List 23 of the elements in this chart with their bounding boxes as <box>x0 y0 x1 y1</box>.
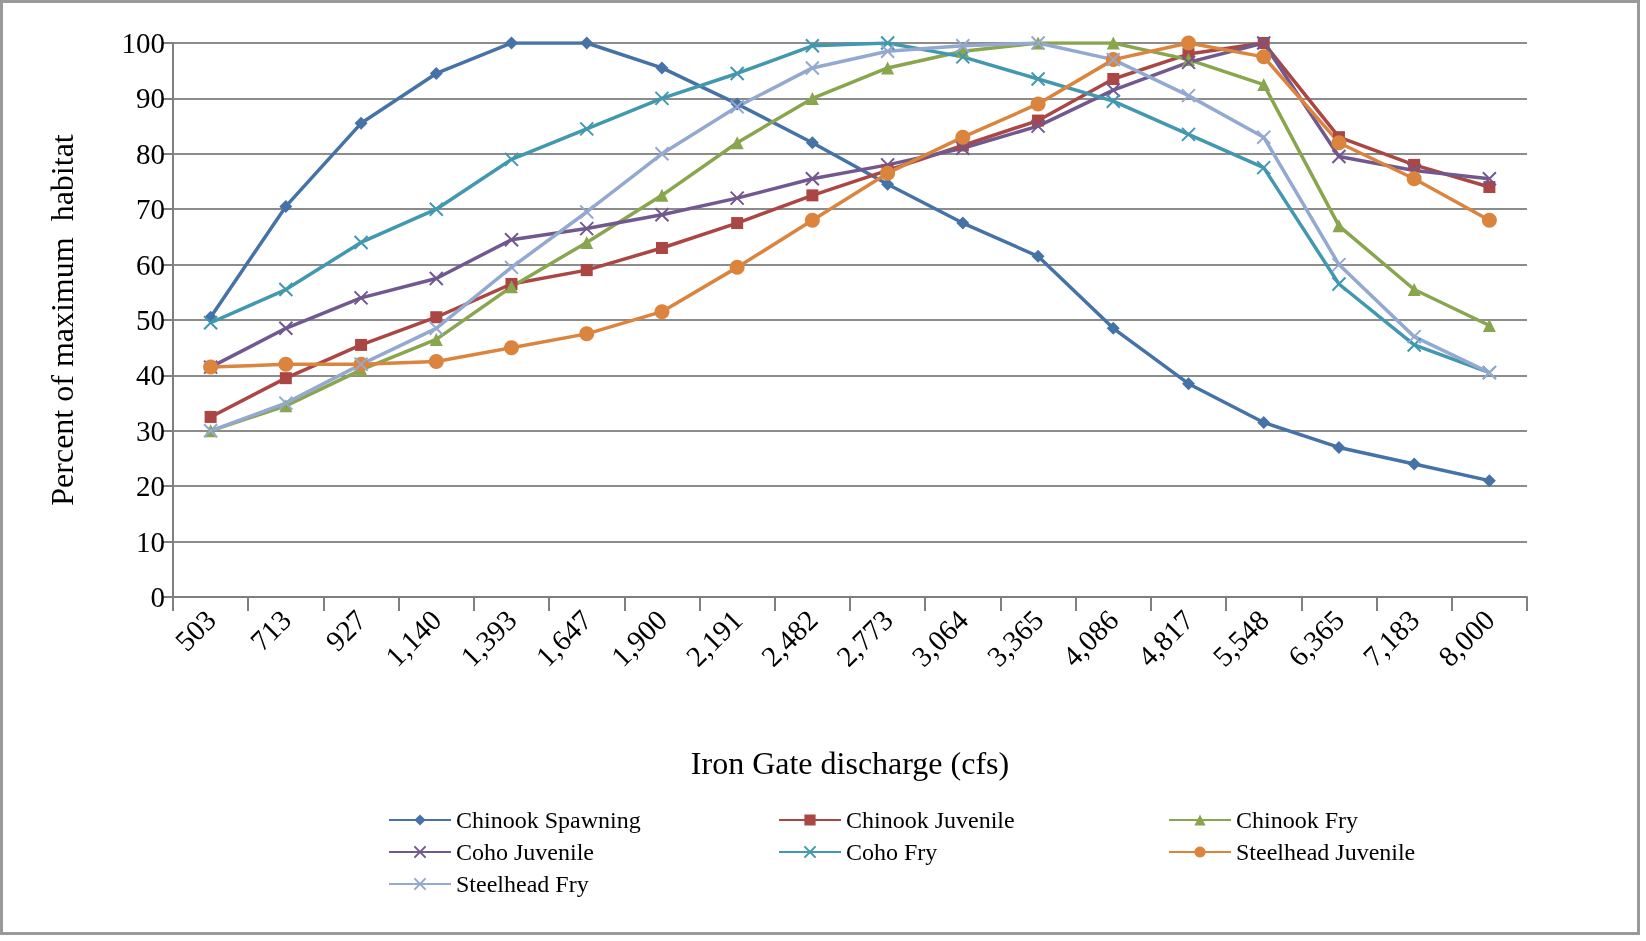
legend-label: Steelhead Fry <box>456 871 589 897</box>
y-tick-label: 80 <box>136 137 165 170</box>
legend-label: Steelhead Juvenile <box>1236 839 1416 865</box>
y-axis-title: Percent of maximum habitat <box>44 134 80 506</box>
y-tick-label: 90 <box>136 82 165 115</box>
y-tick-label: 60 <box>136 248 165 281</box>
y-tick-label: 10 <box>136 525 165 558</box>
y-tick-label: 20 <box>136 470 165 503</box>
legend-label: Coho Juvenile <box>456 839 594 865</box>
y-tick-label: 30 <box>136 414 165 447</box>
legend-label: Coho Fry <box>846 839 938 865</box>
legend-label: Chinook Juvenile <box>846 807 1015 833</box>
x-tick-label: 713 <box>243 603 298 658</box>
legend-label: Chinook Spawning <box>456 807 641 833</box>
y-tick-label: 100 <box>121 27 165 59</box>
y-tick-label: 50 <box>136 304 165 336</box>
x-axis-title: Iron Gate discharge (cfs) <box>690 745 1010 781</box>
x-tick-label: 503 <box>168 603 222 658</box>
legend-label: Chinook Fry <box>1236 807 1359 833</box>
y-tick-label: 40 <box>136 359 165 392</box>
y-tick-label: 70 <box>136 193 165 226</box>
x-tick-label: 927 <box>318 603 373 658</box>
y-tick-label: 0 <box>150 581 165 613</box>
